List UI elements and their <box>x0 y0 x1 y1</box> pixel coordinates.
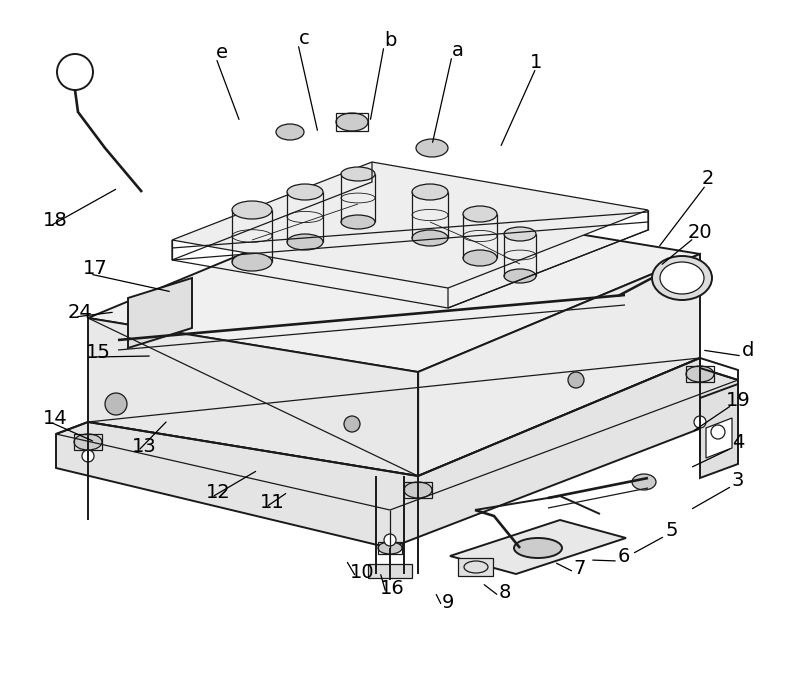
Text: d: d <box>742 341 754 360</box>
Text: a: a <box>452 41 464 59</box>
Ellipse shape <box>504 227 536 241</box>
Ellipse shape <box>412 230 448 246</box>
Circle shape <box>384 534 396 546</box>
Bar <box>404 482 432 498</box>
Ellipse shape <box>652 256 712 300</box>
Text: 16: 16 <box>380 579 404 597</box>
Ellipse shape <box>412 184 448 200</box>
Bar <box>368 564 412 578</box>
Text: e: e <box>216 43 228 61</box>
Ellipse shape <box>463 206 497 222</box>
Text: 3: 3 <box>732 471 744 489</box>
Bar <box>458 558 493 576</box>
Text: 20: 20 <box>688 222 712 241</box>
Text: b: b <box>384 30 396 50</box>
Text: c: c <box>298 28 310 47</box>
Polygon shape <box>706 418 732 458</box>
Text: 24: 24 <box>68 303 92 321</box>
Ellipse shape <box>514 538 562 558</box>
Bar <box>686 366 714 382</box>
Circle shape <box>105 393 127 415</box>
Bar <box>336 113 368 131</box>
Circle shape <box>82 450 94 462</box>
Polygon shape <box>450 520 626 574</box>
Bar <box>74 434 102 450</box>
Ellipse shape <box>287 234 323 250</box>
Ellipse shape <box>232 253 272 271</box>
Text: 6: 6 <box>618 548 630 566</box>
Ellipse shape <box>660 262 704 294</box>
Ellipse shape <box>344 416 360 432</box>
Ellipse shape <box>632 474 656 490</box>
Ellipse shape <box>276 124 304 140</box>
Polygon shape <box>700 384 738 478</box>
Text: 5: 5 <box>666 521 678 539</box>
Text: 19: 19 <box>726 391 750 409</box>
Ellipse shape <box>686 366 714 382</box>
Ellipse shape <box>341 167 375 181</box>
Ellipse shape <box>416 139 448 157</box>
Circle shape <box>57 54 93 90</box>
Polygon shape <box>418 254 700 476</box>
Ellipse shape <box>336 113 368 131</box>
Ellipse shape <box>568 372 584 388</box>
Text: 15: 15 <box>86 343 110 361</box>
Ellipse shape <box>404 482 432 498</box>
Ellipse shape <box>74 434 102 450</box>
Bar <box>378 542 402 554</box>
Polygon shape <box>172 162 648 288</box>
Ellipse shape <box>463 250 497 266</box>
Ellipse shape <box>287 184 323 200</box>
Text: 1: 1 <box>530 52 542 72</box>
Text: 2: 2 <box>702 169 714 188</box>
Polygon shape <box>88 200 700 372</box>
Text: 7: 7 <box>574 559 586 577</box>
Text: 10: 10 <box>350 563 374 581</box>
Text: 9: 9 <box>442 592 454 612</box>
Text: 11: 11 <box>260 493 284 511</box>
Ellipse shape <box>504 269 536 283</box>
Ellipse shape <box>232 201 272 219</box>
Text: 17: 17 <box>82 259 107 277</box>
Text: 4: 4 <box>732 433 744 451</box>
Polygon shape <box>88 318 418 476</box>
Text: 13: 13 <box>132 436 156 455</box>
Polygon shape <box>56 358 738 548</box>
Circle shape <box>694 416 706 428</box>
Circle shape <box>711 425 725 439</box>
Text: 8: 8 <box>499 583 511 601</box>
Ellipse shape <box>378 542 402 554</box>
Polygon shape <box>128 278 192 348</box>
Text: 18: 18 <box>42 211 67 230</box>
Ellipse shape <box>341 215 375 229</box>
Text: 12: 12 <box>206 482 230 502</box>
Text: 14: 14 <box>42 409 67 427</box>
